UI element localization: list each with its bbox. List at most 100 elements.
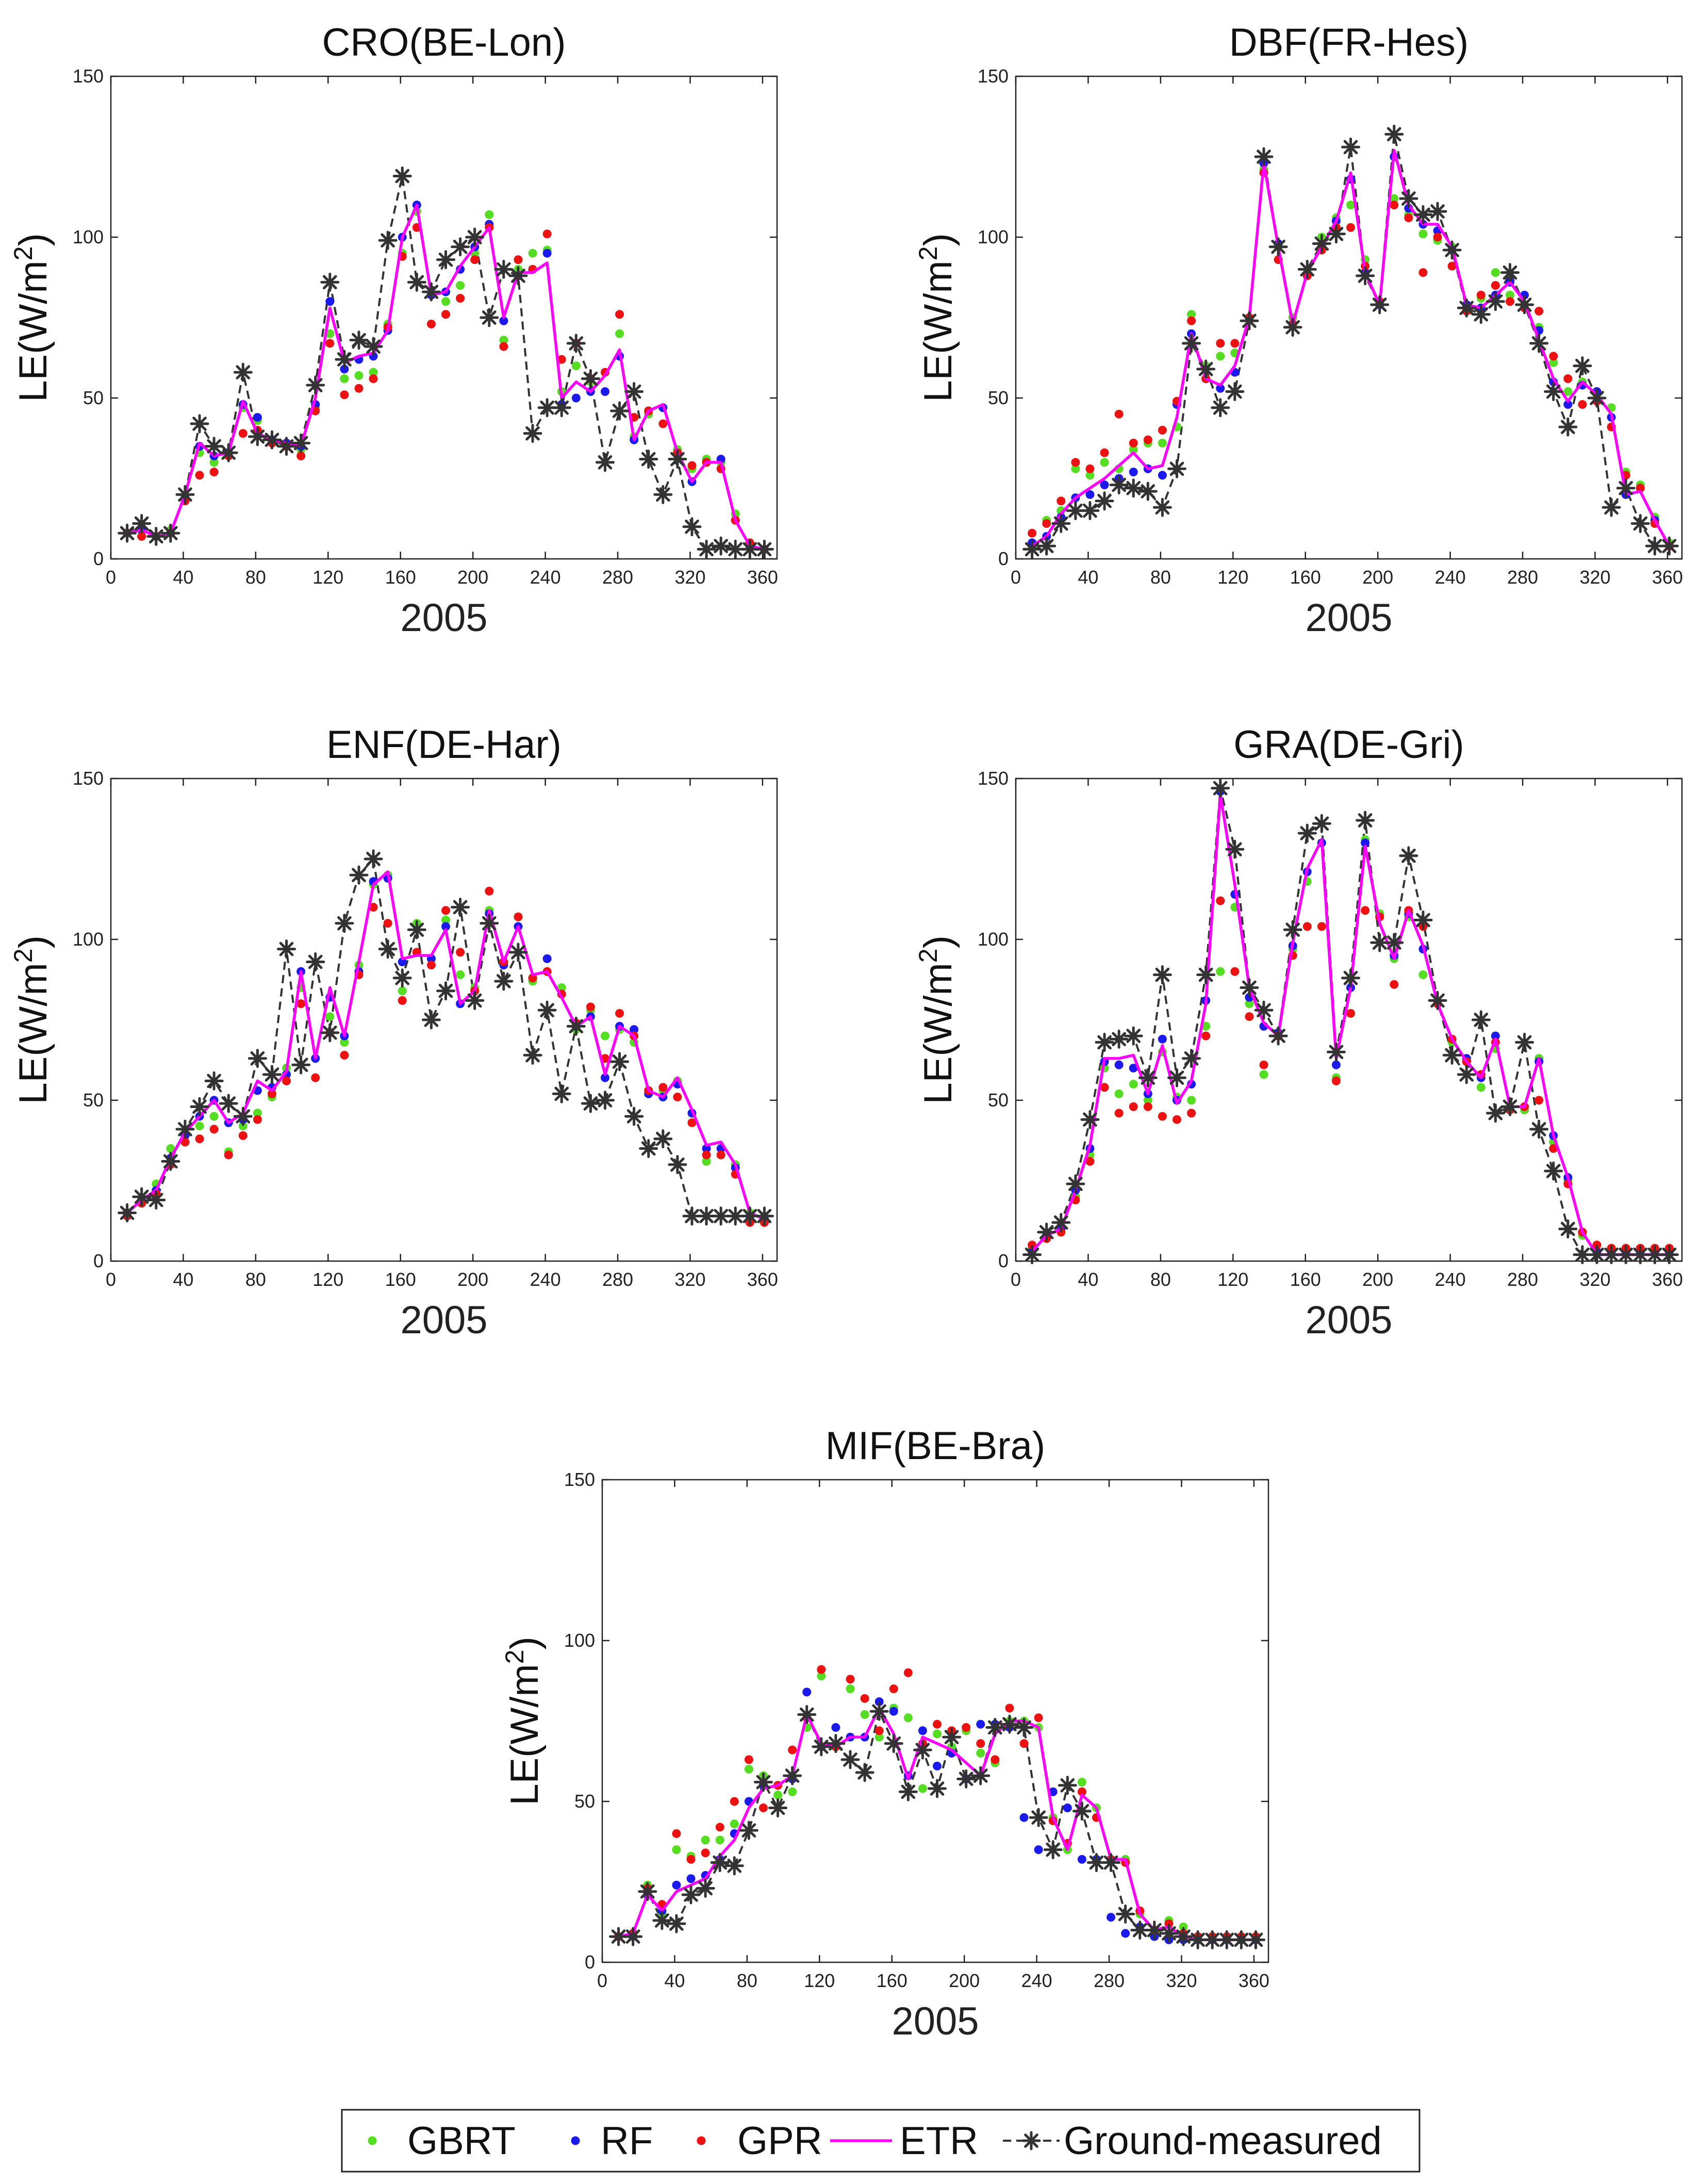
point-ground-measured (826, 1734, 846, 1753)
x-tick-label: 360 (747, 567, 778, 588)
point-gpr (340, 1051, 349, 1060)
point-gbrt (340, 1038, 349, 1047)
point-ground-measured (884, 1734, 903, 1753)
point-ground-measured (1544, 382, 1563, 402)
point-gbrt (441, 297, 451, 306)
point-ground-measured (1356, 266, 1375, 286)
point-ground-measured (277, 939, 296, 959)
point-ground-measured (797, 1705, 817, 1725)
point-ground-measured (1043, 1840, 1063, 1860)
point-gpr (137, 532, 146, 541)
x-tick-label: 320 (674, 567, 705, 588)
point-rf (1121, 1929, 1130, 1938)
point-gpr (1143, 435, 1152, 444)
point-ground-measured (1095, 1033, 1114, 1052)
point-gpr (860, 1694, 869, 1703)
point-ground-measured (1500, 263, 1520, 283)
point-gpr (586, 1002, 595, 1012)
point-gbrt (1129, 445, 1138, 454)
point-rf (933, 1761, 942, 1771)
point-gbrt (933, 1729, 942, 1739)
point-gbrt (456, 281, 465, 290)
point-ground-measured (1384, 933, 1404, 952)
point-ground-measured (913, 1740, 932, 1760)
legend-label-ground-measured: Ground-measured (1064, 2119, 1382, 2163)
point-gpr (1187, 316, 1196, 325)
point-gpr (672, 1829, 681, 1838)
point-rf (630, 1025, 639, 1034)
x-tick-label: 40 (173, 1269, 193, 1290)
point-gpr (224, 1150, 233, 1160)
point-gpr (1346, 1009, 1356, 1018)
point-ground-measured (1130, 1921, 1150, 1940)
point-gbrt (1491, 268, 1500, 277)
point-rf (702, 1144, 711, 1153)
x-tick-label: 160 (385, 567, 416, 588)
x-tick-label: 40 (173, 567, 193, 588)
x-tick-label: 0 (1011, 1269, 1021, 1290)
point-ground-measured (1428, 991, 1447, 1011)
point-gpr (1019, 1739, 1029, 1748)
point-ground-measured (132, 1187, 152, 1206)
point-rf (1077, 1855, 1086, 1864)
point-gpr (615, 1009, 624, 1018)
point-gbrt (1549, 358, 1558, 367)
point-ground-measured (320, 1023, 340, 1043)
point-ground-measured (638, 1882, 657, 1901)
axes-box (110, 75, 778, 560)
point-gpr (846, 1675, 855, 1684)
point-gpr (1592, 1240, 1602, 1250)
point-ground-measured (1022, 1245, 1042, 1265)
point-ground-measured (291, 433, 311, 453)
x-tick-label: 320 (1579, 567, 1610, 588)
point-ground-measured (306, 375, 325, 395)
point-rf (340, 365, 349, 374)
point-gbrt (672, 1845, 681, 1855)
panel-title: GRA(DE-Gri) (1233, 723, 1464, 767)
point-ground-measured (1587, 388, 1607, 408)
point-ground-measured (436, 981, 456, 1001)
point-ground-measured (754, 539, 774, 559)
point-ground-measured (451, 237, 470, 257)
x-axis-label: 2005 (400, 1298, 487, 1342)
point-gbrt (325, 1012, 335, 1021)
point-ground-measured (1457, 298, 1476, 318)
point-gbrt (701, 1835, 710, 1845)
point-gbrt (1085, 471, 1095, 480)
x-tick-label: 240 (1435, 567, 1466, 588)
point-gbrt (1216, 967, 1225, 976)
point-ground-measured (1283, 920, 1302, 939)
point-gpr (1418, 268, 1428, 277)
x-tick-label: 0 (106, 1269, 116, 1290)
point-rf (499, 316, 508, 325)
point-ground-measured (1399, 189, 1418, 208)
point-ground-measured (667, 1914, 686, 1933)
point-ground-measured (1268, 1026, 1288, 1046)
point-gpr (195, 471, 204, 480)
point-rf (1331, 1060, 1341, 1069)
point-rf (600, 387, 609, 396)
y-tick-label: 0 (93, 548, 104, 569)
x-tick-label: 0 (106, 567, 116, 588)
point-rf (686, 1874, 696, 1883)
x-tick-label: 240 (530, 1269, 561, 1290)
point-gpr (369, 903, 378, 912)
point-ground-measured (768, 1798, 788, 1817)
point-ground-measured (566, 1016, 586, 1036)
point-ground-measured (1101, 1853, 1121, 1873)
point-gpr (716, 1150, 725, 1160)
point-rf (672, 1880, 681, 1890)
panel-4: 0 40 80 120 160 200 240 280 320 360 0 50 100 150 GRA(D… (914, 723, 1683, 1342)
point-gpr (1042, 519, 1051, 528)
point-ground-measured (364, 337, 383, 356)
point-ground-measured (421, 1010, 441, 1030)
x-tick-label: 40 (664, 1970, 685, 1991)
point-ground-measured (378, 939, 398, 959)
point-gpr (325, 339, 335, 348)
point-gpr (1302, 922, 1312, 931)
y-tick-label: 0 (998, 1250, 1009, 1271)
point-gpr (238, 429, 247, 438)
point-rf (918, 1726, 927, 1735)
point-gpr (296, 999, 306, 1008)
